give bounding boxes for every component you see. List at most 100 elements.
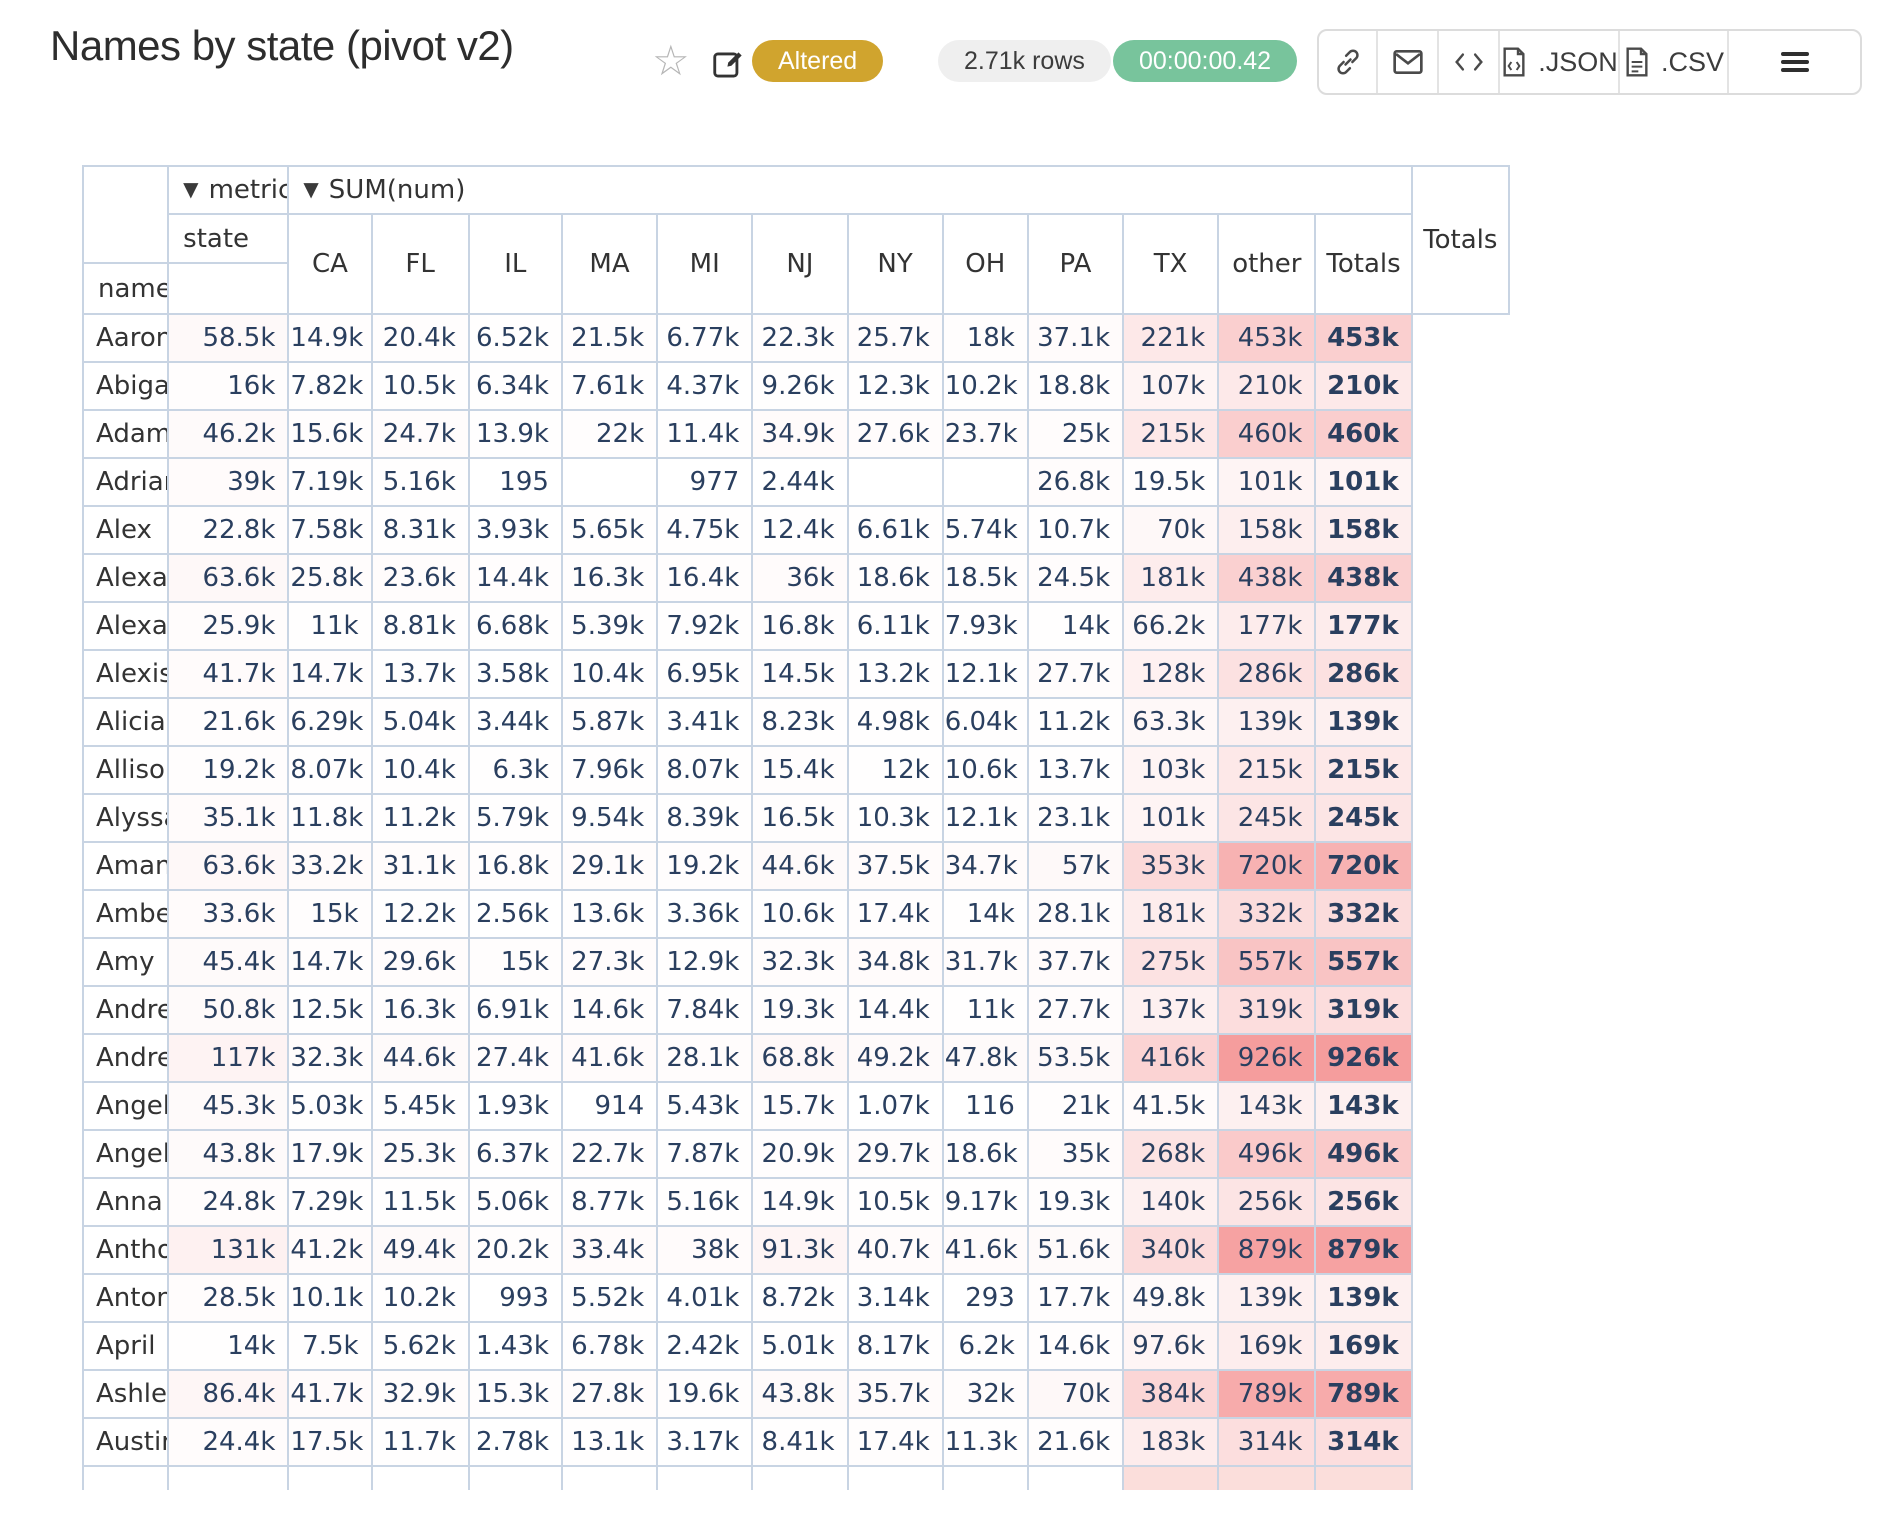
export-json-button[interactable]: .JSON [1500, 31, 1620, 93]
row-total-cell: 139k [1217, 1273, 1317, 1323]
link-icon [1333, 47, 1363, 77]
value-cell: 22.7k [560, 1129, 659, 1179]
value-cell: 44.6k [751, 841, 849, 891]
row-grand-total-cell: 332k [1314, 889, 1413, 939]
pivot-table-container: ▼ metric ▼ SUM(num) Totals state CA FL IL MA M… [81, 165, 1511, 1490]
value-cell: 10.6k [941, 745, 1029, 795]
export-csv-button[interactable]: .CSV [1620, 31, 1729, 93]
row-grand-total-cell: 789k [1314, 1369, 1413, 1419]
table-row: Allison19.2k8.07k10.4k6.3k7.96k8.07k15.4… [81, 745, 1509, 795]
row-total-cell: 438k [1217, 553, 1317, 603]
metric-axis-dropdown[interactable]: ▼ metric [167, 165, 290, 215]
value-cell: 977 [656, 457, 754, 507]
value-cell: 36k [751, 553, 849, 603]
value-cell: 47.8k [941, 1033, 1029, 1083]
value-cell: 14.9k [287, 313, 373, 363]
value-cell: 13.9k [467, 409, 563, 459]
value-cell: 51.6k [1026, 1225, 1125, 1275]
chevron-down-icon[interactable]: ▼ [183, 177, 199, 201]
row-grand-total-cell: 453k [1314, 313, 1413, 363]
row-label [81, 1465, 170, 1490]
favorite-star-icon[interactable]: ☆ [652, 37, 690, 84]
row-total-cell: 332k [1217, 889, 1317, 939]
value-cell: 17.4k [846, 1417, 944, 1467]
value-cell: 2.56k [467, 889, 563, 939]
value-cell: 4.98k [846, 697, 944, 747]
row-label: Adam [81, 409, 170, 459]
column-header-NJ: NJ [751, 213, 849, 315]
table-row: Amanda63.6k33.2k31.1k16.8k29.1k19.2k44.6… [81, 841, 1509, 891]
status-badge: Altered [752, 40, 884, 82]
value-cell: 12.2k [370, 889, 470, 939]
embed-code-button[interactable] [1439, 31, 1500, 93]
value-cell: 50.8k [167, 985, 290, 1035]
value-cell: 18.6k [846, 553, 944, 603]
value-cell: 27.4k [467, 1033, 563, 1083]
menu-button[interactable] [1729, 31, 1860, 93]
value-cell: 268k [1122, 1129, 1220, 1179]
value-cell: 33.4k [560, 1225, 659, 1275]
value-cell: 117k [167, 1033, 290, 1083]
value-cell: 53.5k [1026, 1033, 1125, 1083]
metric-axis-label: metric [208, 175, 289, 205]
value-cell: 29.6k [370, 937, 470, 987]
value-cell: 181k [1122, 553, 1220, 603]
value-cell: 18k [941, 313, 1029, 363]
value-cell: 8.07k [656, 745, 754, 795]
metric-value-dropdown[interactable]: ▼ SUM(num) [287, 165, 1413, 215]
value-cell: 11.5k [370, 1177, 470, 1227]
value-cell: 5.65k [560, 505, 659, 555]
row-grand-total-cell: 143k [1314, 1081, 1413, 1131]
value-cell: 23.6k [370, 553, 470, 603]
value-cell: 25k [1026, 409, 1125, 459]
email-button[interactable] [1378, 31, 1439, 93]
value-cell: 6.68k [467, 601, 563, 651]
link-button[interactable] [1319, 31, 1378, 93]
value-cell: 195 [467, 457, 563, 507]
value-cell: 10.5k [846, 1177, 944, 1227]
row-grand-total-cell: 139k [1314, 697, 1413, 747]
table-row: Andrea50.8k12.5k16.3k6.91k14.6k7.84k19.3… [81, 985, 1509, 1035]
value-cell: 131k [167, 1225, 290, 1275]
value-cell: 20.2k [467, 1225, 563, 1275]
row-grand-total-cell: 101k [1314, 457, 1413, 507]
row-label: Anthony [81, 1225, 170, 1275]
row-grand-total-cell: 314k [1314, 1417, 1413, 1467]
chevron-down-icon[interactable]: ▼ [303, 177, 319, 201]
corner-cell [81, 165, 170, 264]
row-total-cell: 169k [1217, 1321, 1317, 1371]
value-cell: 416k [1122, 1033, 1220, 1083]
value-cell: 45.4k [167, 937, 290, 987]
value-cell: 10.4k [370, 745, 470, 795]
row-label: Allison [81, 745, 170, 795]
row-label: Andrea [81, 985, 170, 1035]
value-cell: 32.9k [370, 1369, 470, 1419]
value-cell: 70k [1122, 505, 1220, 555]
value-cell: 35.7k [846, 1369, 944, 1419]
value-cell: 10.2k [941, 361, 1029, 411]
value-cell: 11.2k [370, 793, 470, 843]
row-grand-total-cell: 438k [1314, 553, 1413, 603]
value-cell: 6.77k [656, 313, 754, 363]
edit-icon[interactable] [710, 46, 748, 89]
value-cell: 5.39k [560, 601, 659, 651]
table-row: April 14k 7.5k 5.62k 1.43k 6.78k 2.42k 5.01k 8.1… [81, 1321, 1509, 1371]
column-header-FL: FL [370, 213, 470, 315]
value-cell: 46.2k [167, 409, 290, 459]
value-cell: 12k [846, 745, 944, 795]
value-cell: 8.07k [287, 745, 373, 795]
value-cell: 14k [167, 1321, 290, 1371]
row-grand-total-cell: 215k [1314, 745, 1413, 795]
value-cell: 23.7k [941, 409, 1029, 459]
value-cell: 49.8k [1122, 1273, 1220, 1323]
value-cell: 9.54k [560, 793, 659, 843]
value-cell: 12.9k [656, 937, 754, 987]
value-cell: 6.91k [467, 985, 563, 1035]
table-row: Alex 22.8k 7.58k 8.31k 3.93k 5.65k 4.75k 12.4k 6… [81, 505, 1509, 555]
value-cell [370, 1465, 470, 1490]
value-cell: 3.41k [656, 697, 754, 747]
value-cell: 6.04k [941, 697, 1029, 747]
page-title: Names by state (pivot v2) [50, 22, 514, 69]
value-cell: 34.7k [941, 841, 1029, 891]
